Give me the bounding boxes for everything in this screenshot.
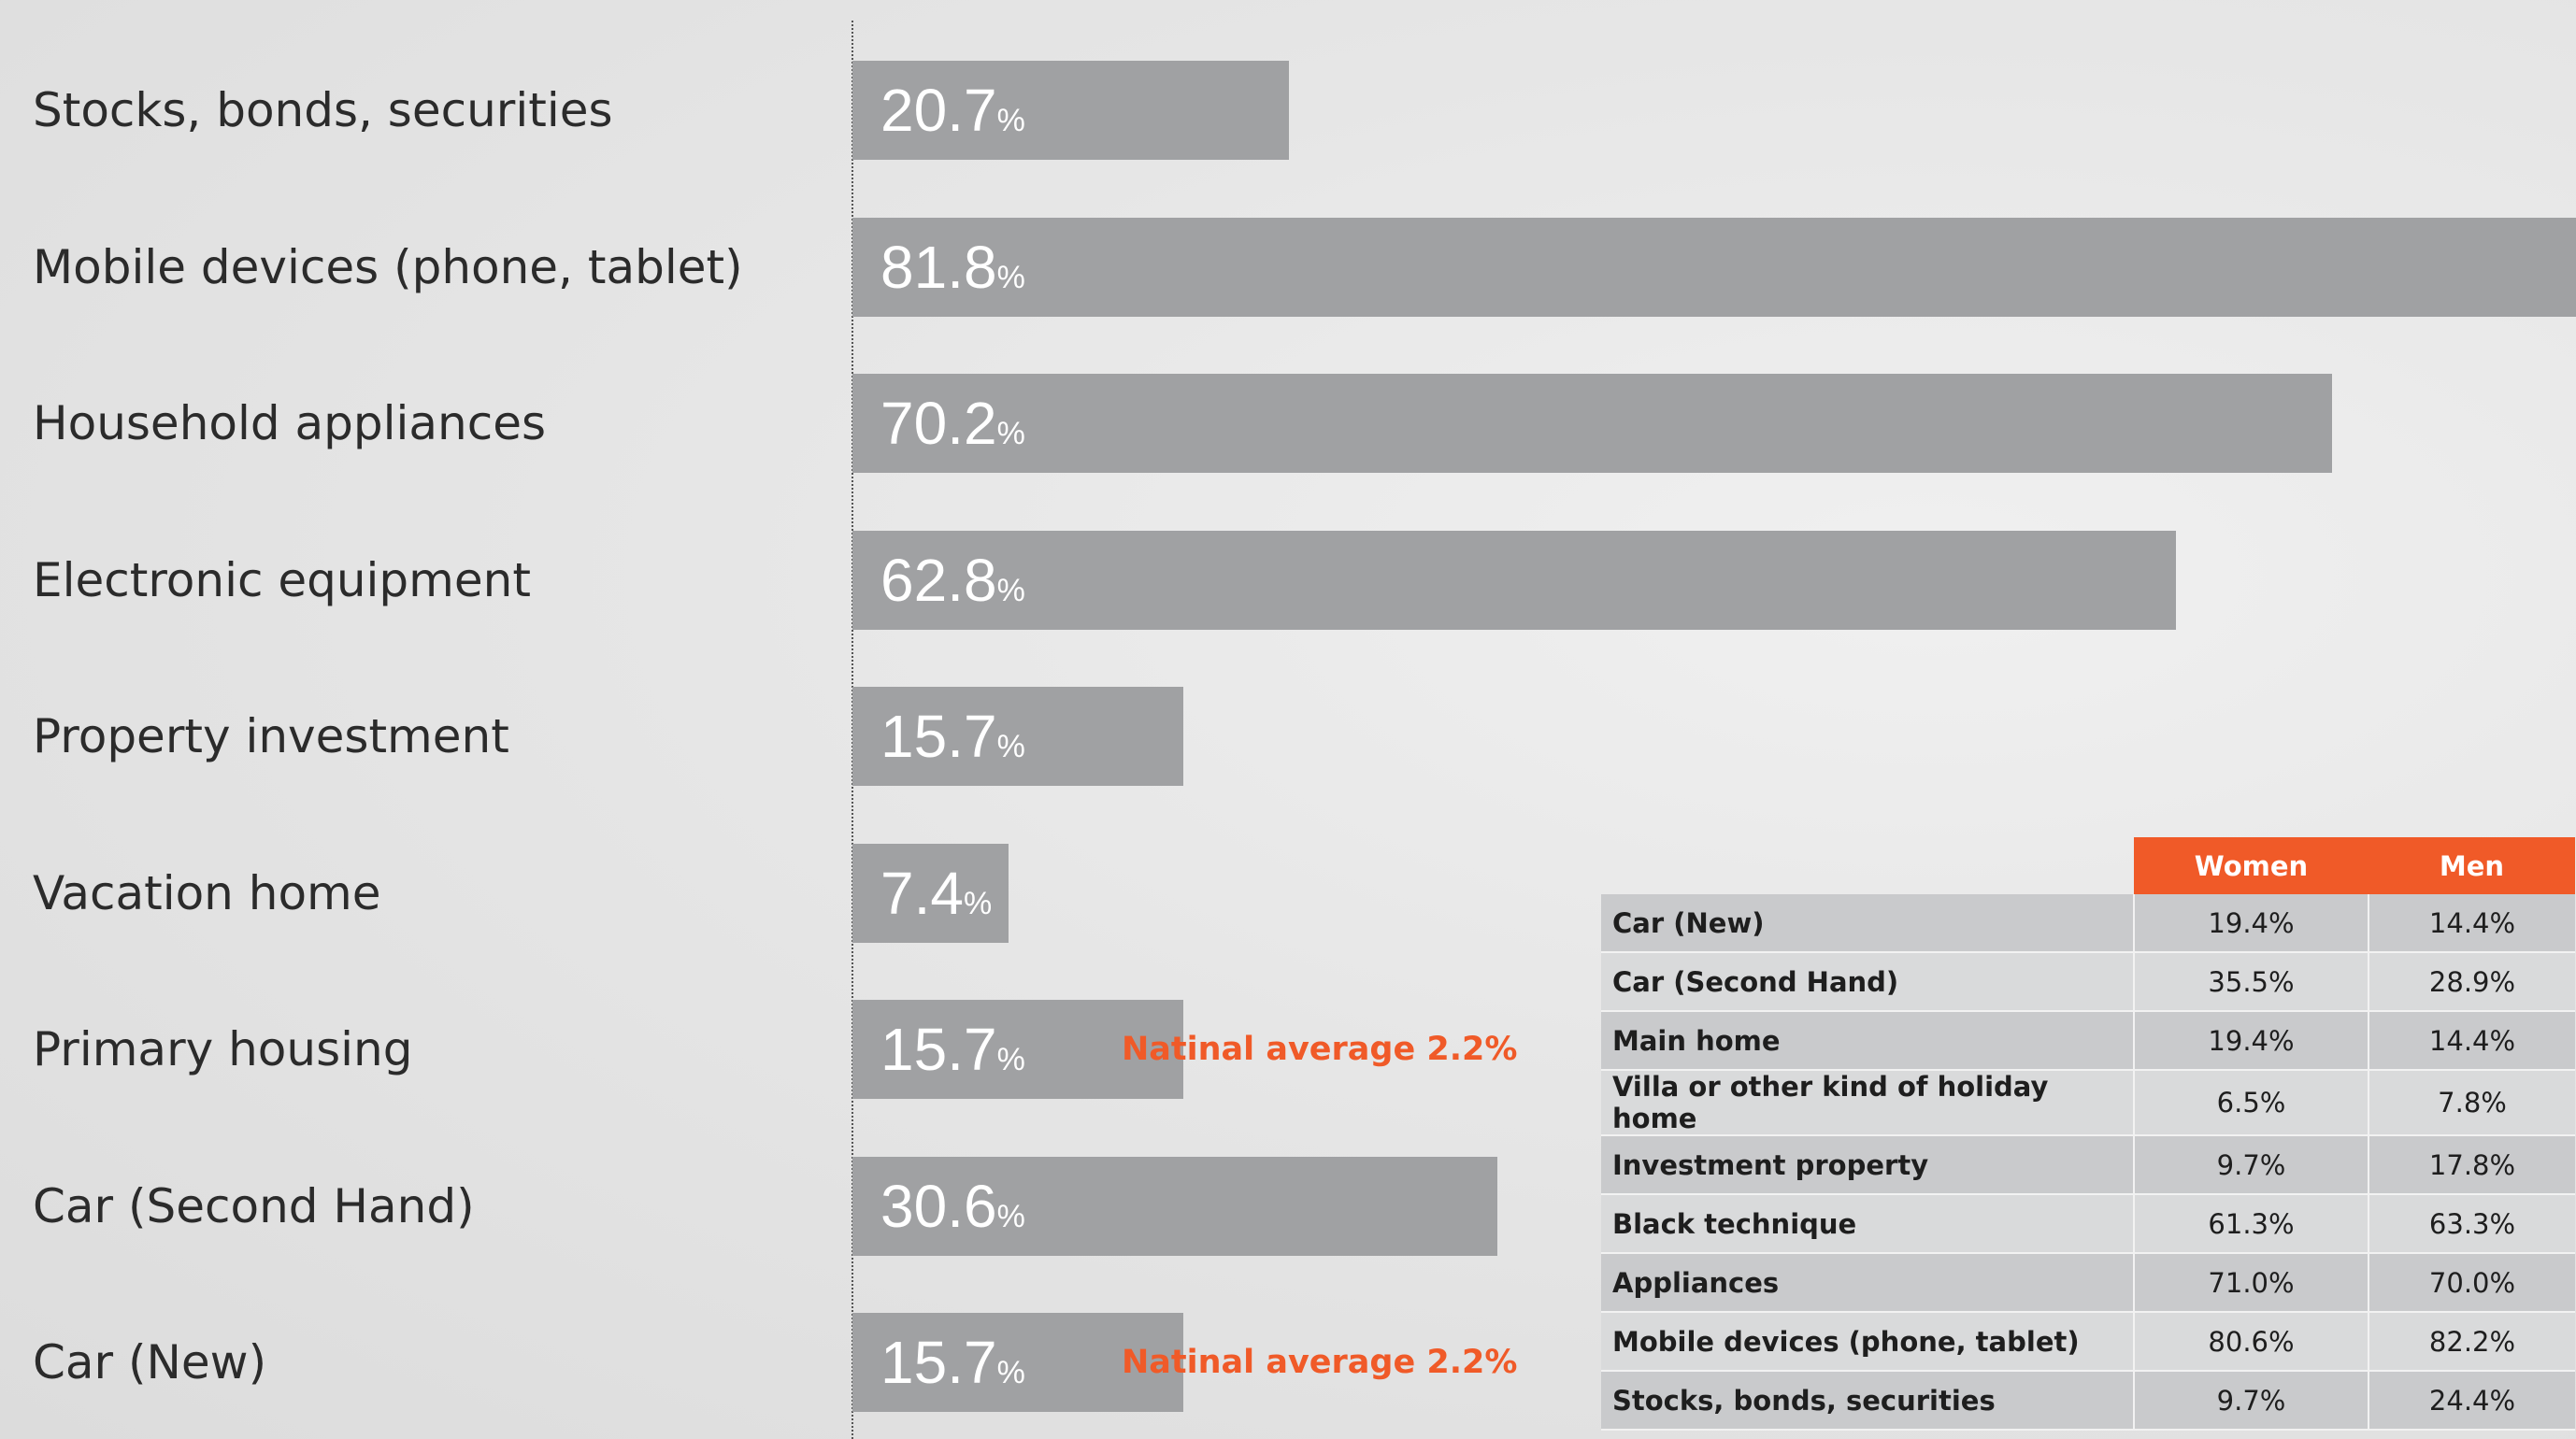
table-row-label: Mobile devices (phone, tablet): [1601, 1312, 2134, 1372]
bar-value-label: 30.6%: [880, 1157, 1025, 1256]
table-cell-women: 9.7%: [2133, 1371, 2368, 1431]
table-row-label: Appliances: [1601, 1253, 2134, 1313]
table-row-label: Car (New): [1601, 894, 2134, 953]
table-row: Stocks, bonds, securities 9.7% 24.4%: [1601, 1371, 2575, 1431]
bar-value-label: 15.7%: [880, 1000, 1025, 1099]
table-row: Main home 19.4% 14.4%: [1601, 1011, 2575, 1071]
bar: 30.6%: [852, 1157, 1497, 1256]
table-cell-men: 17.8%: [2368, 1135, 2575, 1195]
national-average-annotation: Natinal average 2.2%: [1122, 1344, 1518, 1381]
table-cell-men: 14.4%: [2368, 894, 2575, 953]
table-row: Car (Second Hand) 35.5% 28.9%: [1601, 952, 2575, 1012]
table-header-row: Women Men: [1601, 837, 2575, 894]
category-label: Stocks, bonds, securities: [33, 83, 613, 137]
bar-value-number: 20.7: [880, 77, 997, 144]
bar-value-number: 62.8: [880, 547, 997, 614]
category-label: Household appliances: [33, 396, 547, 450]
table-row: Car (New) 19.4% 14.4%: [1601, 894, 2575, 953]
table-cell-men: 24.4%: [2368, 1371, 2575, 1431]
bar-value-number: 15.7: [880, 1329, 997, 1396]
bar: 15.7%: [852, 1000, 1183, 1099]
table-cell-men: 70.0%: [2368, 1253, 2575, 1313]
table-cell-women: 80.6%: [2133, 1312, 2368, 1372]
table-cell-men: 28.9%: [2368, 952, 2575, 1012]
bar-value-label: 81.8%: [880, 218, 1025, 317]
table-cell-men: 7.8%: [2368, 1070, 2575, 1136]
bar-value-unit: %: [996, 416, 1025, 451]
table-cell-women: 6.5%: [2133, 1070, 2368, 1136]
bar-value-label: 15.7%: [880, 1313, 1025, 1412]
table-row-label: Villa or other kind of holiday home: [1601, 1070, 2134, 1136]
bar: 81.8%: [852, 218, 2576, 317]
table-row: Mobile devices (phone, tablet) 80.6% 82.2%: [1601, 1312, 2575, 1372]
table-header-men: Men: [2368, 837, 2575, 894]
national-average-annotation: Natinal average 2.2%: [1122, 1031, 1518, 1068]
table-cell-men: 63.3%: [2368, 1194, 2575, 1254]
table-cell-women: 9.7%: [2133, 1135, 2368, 1195]
table-row: Investment property 9.7% 17.8%: [1601, 1135, 2575, 1195]
category-label: Primary housing: [33, 1022, 413, 1076]
category-label: Property investment: [33, 709, 509, 763]
table-header-women: Women: [2134, 837, 2368, 894]
bar-value-number: 81.8: [880, 234, 997, 301]
bar: 15.7%: [852, 687, 1183, 786]
table-cell-women: 61.3%: [2133, 1194, 2368, 1254]
category-label: Car (Second Hand): [33, 1179, 475, 1233]
table-row-label: Stocks, bonds, securities: [1601, 1371, 2134, 1431]
table-row: Appliances 71.0% 70.0%: [1601, 1253, 2575, 1313]
bar-value-number: 30.6: [880, 1173, 997, 1240]
bar: 70.2%: [852, 374, 2332, 473]
bar-value-number: 15.7: [880, 703, 997, 770]
table-cell-women: 71.0%: [2133, 1253, 2368, 1313]
bar-value-unit: %: [963, 886, 993, 921]
bar: 7.4%: [852, 844, 1009, 943]
category-label: Vacation home: [33, 866, 381, 920]
table-cell-women: 35.5%: [2133, 952, 2368, 1012]
bar-value-number: 15.7: [880, 1016, 997, 1083]
bar-value-label: 15.7%: [880, 687, 1025, 786]
table-header-blank: [1601, 837, 2134, 894]
category-label: Electronic equipment: [33, 553, 531, 607]
bar-value-label: 7.4%: [880, 844, 992, 943]
bar: 62.8%: [852, 531, 2176, 630]
table-cell-men: 82.2%: [2368, 1312, 2575, 1372]
category-label: Mobile devices (phone, tablet): [33, 240, 743, 294]
gender-comparison-table: Women Men Car (New) 19.4% 14.4% Car (Second…: [1601, 837, 2575, 1431]
table-row-label: Black technique: [1601, 1194, 2134, 1254]
table-cell-women: 19.4%: [2133, 1011, 2368, 1071]
bar-value-unit: %: [996, 729, 1025, 764]
table-row: Black technique 61.3% 63.3%: [1601, 1194, 2575, 1254]
table-row: Villa or other kind of holiday home 6.5% 7…: [1601, 1070, 2575, 1136]
bar-value-number: 7.4: [880, 860, 964, 927]
bar-value-unit: %: [996, 1042, 1025, 1077]
bar-value-unit: %: [996, 103, 1025, 138]
bar-value-label: 20.7%: [880, 61, 1025, 160]
category-label: Car (New): [33, 1335, 267, 1389]
table-cell-women: 19.4%: [2133, 894, 2368, 953]
bar-value-unit: %: [996, 573, 1025, 608]
table-row-label: Car (Second Hand): [1601, 952, 2134, 1012]
bar-value-label: 62.8%: [880, 531, 1025, 630]
bar-value-number: 70.2: [880, 390, 997, 457]
table-row-label: Main home: [1601, 1011, 2134, 1071]
table-cell-men: 14.4%: [2368, 1011, 2575, 1071]
bar-value-unit: %: [996, 1355, 1025, 1390]
bar-value-unit: %: [996, 1199, 1025, 1234]
bar: 20.7%: [852, 61, 1289, 160]
bar-value-label: 70.2%: [880, 374, 1025, 473]
table-row-label: Investment property: [1601, 1135, 2134, 1195]
bar-value-unit: %: [996, 260, 1025, 295]
bar: 15.7%: [852, 1313, 1183, 1412]
